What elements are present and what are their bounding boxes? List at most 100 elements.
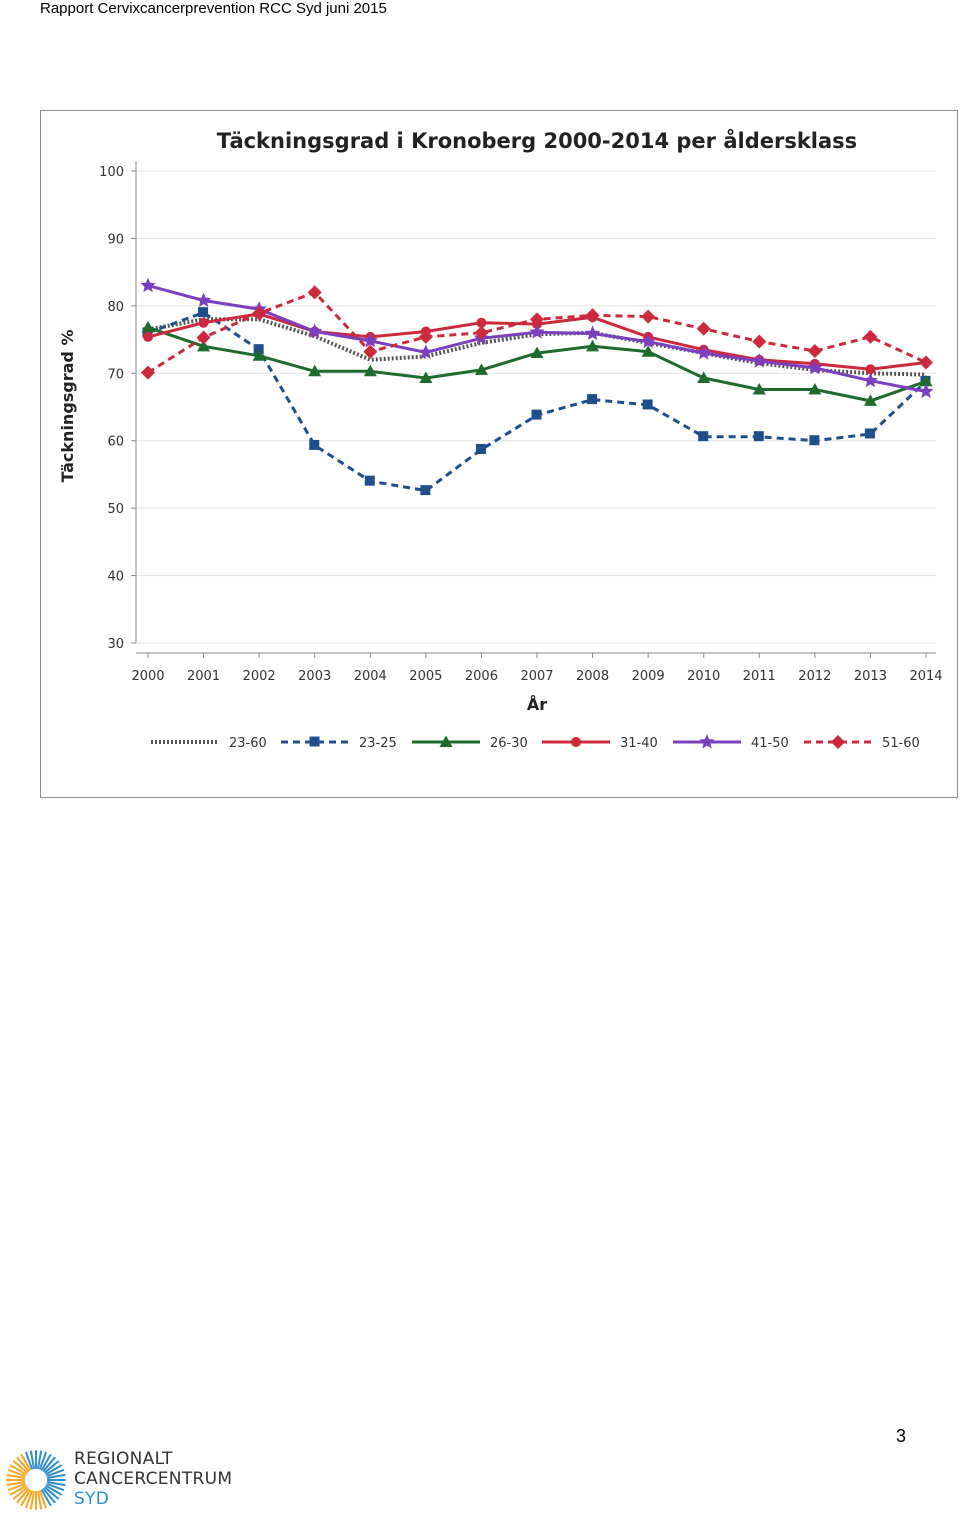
data-point <box>864 428 875 439</box>
data-point <box>808 382 822 395</box>
logo-ray <box>41 1453 52 1471</box>
x-tick-label: 2012 <box>798 669 831 684</box>
series-group <box>140 277 934 496</box>
x-tick-label: 2008 <box>576 669 609 684</box>
data-point <box>363 364 377 377</box>
logo-ray <box>6 1474 26 1479</box>
legend-item-41-50: 41-50 <box>673 734 789 751</box>
y-tick-label: 50 <box>107 502 124 517</box>
y-tick-label: 40 <box>107 570 124 585</box>
data-point <box>198 317 209 328</box>
logo-ray <box>46 1481 66 1486</box>
line-chart: Täckningsgrad i Kronoberg 2000-2014 per … <box>58 128 943 751</box>
data-point <box>640 333 656 349</box>
data-point <box>420 485 431 496</box>
logo-ray <box>7 1469 26 1477</box>
logo-ray <box>16 1456 30 1472</box>
logo-ray <box>42 1488 56 1504</box>
legend-swatch-marker <box>831 735 845 749</box>
x-tick-label: 2014 <box>909 669 942 684</box>
logo-text: REGIONALT CANCERCENTRUM SYD <box>74 1449 232 1509</box>
data-point <box>696 321 711 336</box>
data-point <box>585 325 601 340</box>
data-point <box>252 306 267 321</box>
legend-label: 26-30 <box>490 736 528 751</box>
page-header: Rapport Cervixcancerprevention RCC Syd j… <box>40 0 387 17</box>
logo-ray <box>30 1490 35 1510</box>
data-point <box>697 371 711 384</box>
logo-line-2: CANCERCENTRUM <box>74 1469 233 1489</box>
legend-swatch-marker <box>571 737 581 747</box>
data-point <box>587 394 598 405</box>
legend-label: 23-25 <box>359 736 397 751</box>
logo-ray <box>39 1490 47 1509</box>
data-point <box>863 394 877 406</box>
legend-swatch-marker <box>439 735 453 747</box>
x-tick-label: 2001 <box>187 669 220 684</box>
y-tick-label: 70 <box>107 367 124 382</box>
series-51-60 <box>141 285 933 380</box>
x-axis-label: År <box>527 695 547 714</box>
data-point <box>307 285 322 300</box>
chart-title: Täckningsgrad i Kronoberg 2000-2014 per … <box>217 128 857 153</box>
y-tick-label: 90 <box>107 232 124 247</box>
data-point <box>919 374 933 387</box>
data-point <box>698 431 709 442</box>
y-tick-labels: 100 90 80 70 60 50 40 30 <box>99 165 124 652</box>
logo-ray <box>20 1453 31 1471</box>
data-point <box>363 344 378 359</box>
logo-ray <box>41 1489 52 1507</box>
x-tick-label: 2004 <box>354 669 387 684</box>
y-tick-label: 30 <box>107 637 124 652</box>
x-tick-labels: 2000 2001 2002 2003 2004 2005 2006 2007 2008 2009… <box>131 669 942 684</box>
logo-ray <box>46 1469 65 1477</box>
data-point <box>418 344 434 359</box>
data-point <box>752 382 766 395</box>
x-tick-label: 2009 <box>632 669 665 684</box>
logo-ray <box>12 1460 28 1474</box>
data-point <box>809 435 820 446</box>
data-point <box>253 344 264 355</box>
data-point <box>807 359 823 375</box>
axes <box>131 161 936 658</box>
grid-lines <box>136 170 936 644</box>
series-line <box>147 284 927 393</box>
data-point <box>475 443 486 454</box>
logo-line-1: REGIONALT <box>74 1449 173 1469</box>
x-tick-label: 2000 <box>131 669 164 684</box>
data-point <box>198 307 209 318</box>
data-point <box>141 320 155 333</box>
data-point <box>476 317 487 328</box>
data-point <box>753 431 764 442</box>
data-point <box>364 475 375 486</box>
data-point <box>862 372 878 388</box>
data-point <box>140 277 156 293</box>
legend-item-23-25: 23-25 <box>281 736 397 751</box>
data-point <box>196 292 212 307</box>
data-point <box>474 325 489 340</box>
page-number: 3 <box>896 1426 907 1446</box>
chart-frame: Täckningsgrad i Kronoberg 2000-2014 per … <box>40 110 958 798</box>
legend-item-51-60: 51-60 <box>804 735 920 751</box>
data-point <box>752 334 767 349</box>
data-point <box>530 346 544 359</box>
legend: 23-60 23-25 26-30 31-40 41-50 51-60 <box>151 734 920 751</box>
y-axis-label: Täckningsgrad % <box>58 330 77 483</box>
data-point <box>865 364 876 375</box>
series-26-30 <box>141 320 933 406</box>
legend-label: 23-60 <box>229 736 267 751</box>
logo-ray <box>44 1460 60 1474</box>
data-point <box>143 331 153 342</box>
legend-label: 41-50 <box>751 736 789 751</box>
x-tick-label: 2010 <box>687 669 720 684</box>
data-point <box>641 345 655 357</box>
logo-ray <box>45 1485 63 1496</box>
data-point <box>863 329 878 344</box>
legend-item-23-60: 23-60 <box>151 736 267 751</box>
x-tick-label: 2013 <box>854 669 887 684</box>
x-tick-label: 2003 <box>298 669 331 684</box>
logo-ray <box>20 1489 31 1507</box>
legend-swatch-marker <box>309 736 320 747</box>
logo-ray <box>30 1450 35 1470</box>
logo-ray <box>42 1456 56 1472</box>
